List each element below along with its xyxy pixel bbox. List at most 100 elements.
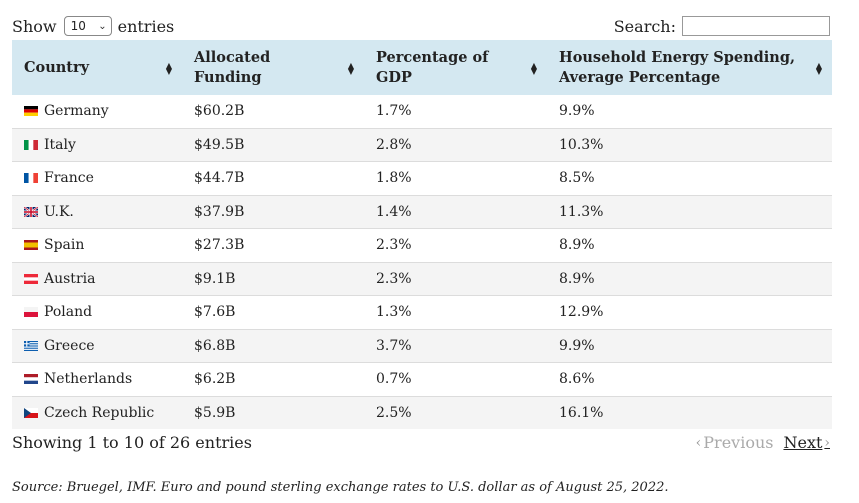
source-note: Source: Bruegel, IMF. Euro and pound ste… [12, 480, 669, 495]
column-header-label: Percentage of GDP [376, 48, 489, 86]
entries-length-control: Show 10 ⌄ entries [12, 16, 174, 36]
austria-flag-icon [24, 273, 38, 284]
table-controls: Show 10 ⌄ entries Search: [12, 14, 832, 42]
sort-icon: ▲ ▼ [165, 59, 172, 76]
table-row: Italy $49.5B 2.8% 10.3% [12, 127, 832, 162]
country-cell: Austria [12, 261, 182, 296]
country-cell: Germany [12, 95, 182, 128]
energy-cell: 10.3% [547, 127, 832, 162]
country-name: Poland [44, 304, 93, 321]
sort-icon: ▲ ▼ [347, 59, 354, 76]
country-cell: U.K. [12, 194, 182, 229]
country-cell: Italy [12, 127, 182, 162]
search-control: Search: [614, 16, 830, 36]
column-header-allocated-funding[interactable]: Allocated Funding ▲ ▼ [182, 40, 364, 95]
funding-cell: $9.1B [182, 261, 364, 296]
funding-cell: $7.6B [182, 295, 364, 329]
energy-cell: 9.9% [547, 328, 832, 363]
country-cell: Spain [12, 228, 182, 262]
gdp-cell: 1.4% [364, 194, 547, 229]
country-cell: Netherlands [12, 362, 182, 396]
country-name: France [44, 170, 94, 187]
entries-select[interactable]: 10 ⌄ [63, 16, 112, 36]
country-cell: Poland [12, 295, 182, 329]
gdp-cell: 1.7% [376, 103, 412, 120]
gdp-cell: 2.5% [364, 395, 547, 429]
energy-cell: 8.9% [547, 228, 832, 262]
search-input[interactable] [682, 16, 830, 36]
spain-flag-icon [24, 240, 38, 251]
funding-cell: $44.7B [182, 161, 364, 195]
chevron-left-icon: ‹ [695, 434, 702, 451]
country-name: Czech Republic [44, 404, 155, 421]
next-button[interactable]: Next › [783, 433, 832, 452]
country-name: U.K. [44, 203, 74, 220]
funding-cell: $6.8B [182, 328, 364, 363]
country-cell: France [12, 161, 182, 195]
energy-cell: 8.5% [547, 161, 832, 195]
table-row: Czech Republic $5.9B 2.5% 16.1% [12, 395, 832, 429]
table-row: U.K. $37.9B 1.4% 11.3% [12, 194, 832, 229]
column-header-label: Allocated Funding [194, 48, 271, 86]
previous-label: Previous [703, 433, 774, 452]
table-row: Netherlands $6.2B 0.7% 8.6% [12, 362, 832, 396]
country-name: Italy [44, 136, 76, 153]
energy-cell: 9.9% [559, 103, 595, 120]
gdp-cell: 2.3% [364, 261, 547, 296]
country-cell: Greece [12, 328, 182, 363]
column-header-country[interactable]: Country ▲ ▼ [12, 40, 182, 95]
previous-button[interactable]: ‹ Previous [694, 433, 774, 452]
chevron-right-icon: › [824, 434, 830, 451]
funding-cell: $27.3B [182, 228, 364, 262]
energy-cell: 8.6% [547, 362, 832, 396]
uk-flag-icon [24, 206, 38, 217]
netherlands-flag-icon [24, 374, 38, 385]
energy-cell: 12.9% [547, 295, 832, 329]
column-header-label: Household Energy Spending, Average Perce… [559, 48, 796, 86]
gdp-cell: 3.7% [364, 328, 547, 363]
country-name: Spain [44, 237, 85, 254]
country-name: Netherlands [44, 371, 133, 388]
italy-flag-icon [24, 139, 38, 150]
country-name: Germany [44, 103, 109, 120]
france-flag-icon [24, 173, 38, 184]
country-cell: Czech Republic [12, 395, 182, 429]
table-row: Poland $7.6B 1.3% 12.9% [12, 295, 832, 329]
data-table: Country ▲ ▼ Allocated Funding ▲ ▼ Percenta… [12, 40, 832, 429]
funding-cell: $6.2B [182, 362, 364, 396]
gdp-cell: 2.8% [364, 127, 547, 162]
sort-icon: ▲ ▼ [815, 59, 822, 76]
table-row: Greece $6.8B 3.7% 9.9% [12, 328, 832, 363]
column-header-label: Country [24, 58, 90, 76]
greece-flag-icon [24, 340, 38, 351]
country-name: Greece [44, 337, 95, 354]
funding-cell: $5.9B [182, 395, 364, 429]
entries-select-value: 10 [70, 19, 86, 33]
gdp-cell: 0.7% [364, 362, 547, 396]
sort-icon: ▲ ▼ [530, 59, 537, 76]
gdp-cell: 1.3% [364, 295, 547, 329]
table-info: Showing 1 to 10 of 26 entries [12, 433, 252, 452]
energy-cell: 16.1% [547, 395, 832, 429]
entries-label: entries [117, 16, 175, 36]
gdp-cell: 2.3% [364, 228, 547, 262]
funding-cell: $49.5B [182, 127, 364, 162]
show-label: Show [12, 16, 57, 36]
gdp-cell: 1.8% [364, 161, 547, 195]
table-row: Austria $9.1B 2.3% 8.9% [12, 261, 832, 296]
chevron-down-icon: ⌄ [98, 20, 107, 32]
energy-cell: 11.3% [547, 194, 832, 229]
germany-flag-icon [24, 106, 38, 117]
country-name: Austria [44, 270, 96, 287]
poland-flag-icon [24, 307, 38, 318]
search-label: Search: [613, 16, 676, 36]
czech-flag-icon [24, 407, 38, 418]
funding-cell: $60.2B [194, 103, 245, 120]
pagination: ‹ Previous Next › [694, 433, 832, 452]
column-header-household-energy-spending[interactable]: Household Energy Spending, Average Perce… [547, 40, 832, 95]
table-header-row: Country ▲ ▼ Allocated Funding ▲ ▼ Percenta… [12, 40, 832, 95]
column-header-percentage-of-gdp[interactable]: Percentage of GDP ▲ ▼ [364, 40, 547, 95]
energy-cell: 8.9% [547, 261, 832, 296]
table-row: France $44.7B 1.8% 8.5% [12, 161, 832, 195]
funding-cell: $37.9B [182, 194, 364, 229]
